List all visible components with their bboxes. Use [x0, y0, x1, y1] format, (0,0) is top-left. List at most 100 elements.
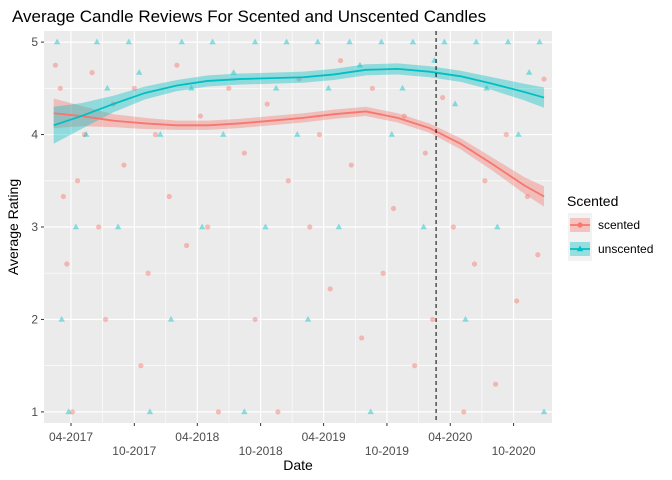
data-point-unscented [125, 38, 132, 45]
data-point-unscented [93, 38, 101, 45]
data-point-scented [152, 131, 159, 138]
data-point-unscented [388, 131, 395, 137]
data-point-scented [215, 409, 222, 415]
legend-title: Scented [567, 193, 618, 209]
data-point-unscented [178, 38, 185, 45]
data-point-unscented [525, 69, 533, 75]
data-point-unscented [272, 84, 280, 91]
data-point-unscented [536, 38, 543, 45]
data-point-scented [524, 193, 531, 200]
data-point-unscented [72, 223, 80, 230]
data-point-unscented [441, 38, 448, 45]
legend: Scented scented unscented [567, 193, 653, 261]
data-point-scented [450, 224, 456, 230]
data-point-unscented [53, 38, 61, 45]
data-point-unscented [540, 408, 548, 415]
data-point-unscented [346, 38, 353, 45]
data-point-scented [166, 193, 172, 200]
data-point-scented [359, 335, 365, 341]
data-point-scented [337, 57, 344, 64]
data-point-scented [52, 62, 59, 68]
data-point-unscented [494, 223, 501, 230]
data-point-scented [285, 178, 291, 184]
data-point-scented [121, 162, 127, 168]
data-point-scented [145, 270, 151, 276]
data-point-scented [241, 150, 247, 156]
data-point-unscented [356, 61, 364, 68]
x-tick-label: 04-2019 [302, 430, 346, 444]
gridlines [44, 31, 552, 423]
data-point-scented [74, 178, 81, 184]
band-unscented [53, 63, 545, 144]
x-tick-label: 10-2020 [492, 444, 536, 458]
data-point-scented [57, 85, 63, 91]
x-tick-label: 10-2017 [112, 444, 156, 458]
data-point-unscented [220, 131, 227, 137]
data-point-unscented [167, 315, 175, 322]
data-point-scented [64, 261, 70, 267]
data-point-scented [89, 70, 95, 76]
data-point-scented [226, 85, 232, 91]
data-point-scented [327, 286, 333, 292]
data-point-unscented [335, 223, 343, 230]
x-tick-label: 04-2017 [49, 430, 93, 444]
data-point-unscented [157, 131, 164, 137]
chart-title: Average Candle Reviews For Scented and U… [12, 7, 486, 26]
data-point-unscented [283, 38, 290, 45]
x-axis: 04-2017 10-2017 04-2018 10-2018 04-2019 10-20… [49, 423, 536, 458]
data-point-unscented [114, 223, 122, 230]
x-tick-label: 04-2020 [428, 430, 472, 444]
data-point-scented [390, 205, 397, 212]
data-point-unscented [251, 38, 259, 45]
data-point-unscented [483, 84, 490, 91]
data-point-scented [380, 270, 386, 276]
data-point-scented [183, 242, 190, 249]
data-point-unscented [146, 408, 154, 415]
data-point-scented [174, 62, 180, 68]
data-point-unscented [83, 131, 90, 137]
data-point-unscented [230, 69, 237, 75]
data-point-unscented [104, 84, 111, 91]
data-point-unscented [473, 38, 480, 45]
data-point-unscented [241, 408, 248, 415]
data-point-unscented [294, 131, 301, 137]
x-tick-label: 04-2018 [175, 430, 219, 444]
legend-marker-scented [577, 222, 583, 228]
legend-label-unscented: unscented [598, 242, 653, 256]
x-tick-label: 10-2018 [239, 444, 283, 458]
data-point-scented [348, 162, 354, 168]
data-point-scented [138, 363, 144, 369]
data-point-unscented [399, 84, 406, 91]
data-point-unscented [188, 84, 195, 91]
y-axis: 1 2 3 4 5 [31, 35, 44, 419]
data-point-unscented [378, 38, 385, 45]
data-point-unscented [515, 131, 522, 137]
data-point-scented [535, 252, 541, 258]
data-point-scented [69, 409, 75, 415]
x-axis-title: Date [283, 457, 313, 473]
data-point-scented [440, 94, 446, 101]
y-tick-label: 1 [31, 405, 38, 419]
data-point-scented [81, 131, 88, 138]
data-point-scented [316, 131, 323, 138]
data-point-unscented [65, 408, 72, 415]
data-point-scented [471, 261, 478, 267]
data-point-scented [197, 113, 204, 119]
data-point-scented [482, 178, 488, 184]
data-point-unscented [367, 408, 374, 415]
data-point-scented [307, 224, 313, 230]
data-point-unscented [198, 223, 206, 230]
legend-label-scented: scented [598, 218, 640, 232]
data-point-unscented [451, 100, 459, 107]
data-point-scented [369, 85, 376, 91]
data-point-unscented [314, 38, 321, 45]
data-point-scented [275, 409, 281, 415]
data-point-unscented [409, 38, 417, 45]
x-tick-label: 10-2019 [365, 444, 409, 458]
smooth-line-unscented [53, 68, 545, 127]
data-point-unscented [325, 84, 332, 91]
data-point-scented [422, 150, 428, 156]
data-point-scented [401, 113, 407, 119]
data-point-scented [252, 316, 258, 323]
